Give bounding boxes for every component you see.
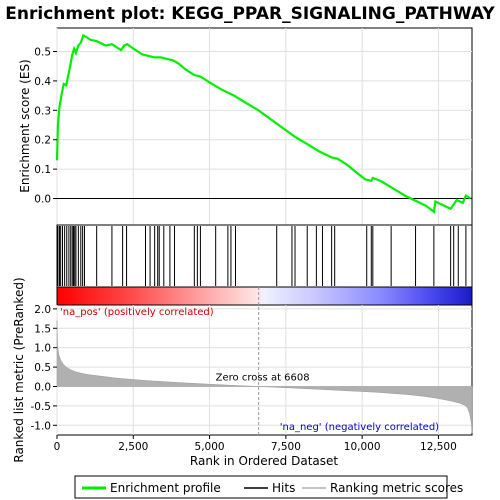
ranking-metric-area <box>56 320 473 434</box>
x-tick-label: 10,000 <box>344 441 381 453</box>
x-tick-label: 12,500 <box>420 441 457 453</box>
legend-label-ranking-metric: Ranking metric scores <box>330 481 463 495</box>
x-tick-label: 2,500 <box>118 441 148 453</box>
es-y-axis-label: Enrichment score (ES) <box>18 59 32 192</box>
metric-grid <box>56 305 472 435</box>
metric-panel: -1.0 -0.5 0.0 0.5 1.0 1.5 2.0 'na_pos' (positi… <box>31 287 473 436</box>
legend: Enrichment profile Hits Ranking metric s… <box>74 475 463 499</box>
colorbar-panel <box>56 286 473 306</box>
es-y-tick-label: 0.3 <box>34 105 51 117</box>
es-y-tick-label: 0.1 <box>34 164 51 176</box>
metric-y-tick-label: 0.5 <box>34 362 51 374</box>
enrichment-profile-line <box>55 33 472 214</box>
hits-panel <box>56 224 473 288</box>
legend-box <box>74 475 448 499</box>
metric-y-axis-label: Ranked list metric (PreRanked) <box>12 277 26 462</box>
es-y-ticks: 0.0 0.1 0.2 0.3 0.4 0.5 <box>34 47 57 206</box>
legend-label-enrichment-profile: Enrichment profile <box>110 481 221 495</box>
metric-y-tick-label: 0.0 <box>34 381 51 393</box>
rank-colorbar <box>56 286 473 306</box>
metric-y-ticks: -1.0 -0.5 0.0 0.5 1.0 1.5 2.0 <box>31 304 57 432</box>
metric-y-tick-label: -0.5 <box>31 401 52 413</box>
hits-panel-frame <box>56 224 473 288</box>
chart-title: Enrichment plot: KEGG_PPAR_SIGNALING_PAT… <box>5 4 495 24</box>
negative-correlation-label: 'na_neg' (negatively correlated) <box>280 422 439 433</box>
es-panel: 0.0 0.1 0.2 0.3 0.4 0.5 <box>34 27 473 226</box>
positive-correlation-label: 'na_pos' (positively correlated) <box>60 307 214 318</box>
legend-label-hits: Hits <box>272 481 295 495</box>
es-y-tick-label: 0.0 <box>34 194 51 206</box>
es-y-tick-label: 0.4 <box>34 76 51 88</box>
es-grid <box>56 28 472 225</box>
x-ticks: 0 2,500 5,000 7,500 10,000 12,500 <box>54 435 457 453</box>
metric-y-tick-label: 2.0 <box>34 304 51 316</box>
x-tick-label: 7,500 <box>271 441 301 453</box>
x-tick-label: 0 <box>54 441 61 453</box>
metric-y-tick-label: 1.0 <box>34 343 51 355</box>
x-axis-label: Rank in Ordered Dataset <box>190 454 338 468</box>
zero-cross-label: Zero cross at 6608 <box>216 373 310 384</box>
hit-marks <box>57 226 467 286</box>
es-panel-frame <box>56 27 473 226</box>
es-y-tick-label: 0.5 <box>34 47 51 59</box>
es-y-tick-label: 0.2 <box>34 135 51 147</box>
metric-panel-frame <box>56 304 473 436</box>
metric-y-tick-label: -1.0 <box>31 420 52 432</box>
x-tick-label: 5,000 <box>195 441 225 453</box>
metric-y-tick-label: 1.5 <box>34 323 51 335</box>
